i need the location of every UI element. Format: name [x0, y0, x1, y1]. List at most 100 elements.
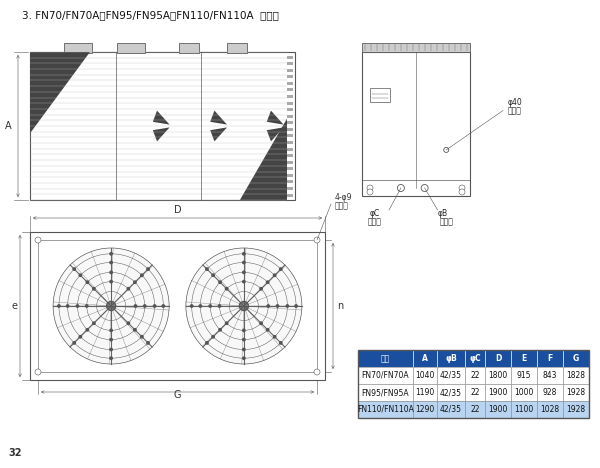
Bar	[287, 115, 293, 117]
Text: 915: 915	[517, 371, 531, 380]
Text: 电线孔: 电线孔	[508, 107, 522, 116]
Bar	[376, 44, 378, 51]
Bar	[418, 44, 420, 51]
Text: 吸气管: 吸气管	[439, 217, 453, 226]
Circle shape	[242, 338, 245, 341]
Bar	[413, 384, 437, 401]
Circle shape	[199, 305, 202, 307]
Bar	[287, 147, 293, 151]
Circle shape	[266, 281, 269, 284]
Circle shape	[421, 184, 428, 191]
Bar	[287, 141, 293, 144]
Text: 1190: 1190	[415, 388, 434, 397]
Text: 包装孔: 包装孔	[335, 201, 349, 210]
Bar	[287, 193, 293, 197]
Text: 1800: 1800	[488, 371, 508, 380]
Circle shape	[186, 248, 302, 364]
Circle shape	[106, 301, 116, 311]
Circle shape	[86, 281, 89, 284]
Circle shape	[110, 357, 112, 359]
FancyBboxPatch shape	[227, 43, 247, 53]
Circle shape	[92, 287, 95, 290]
Polygon shape	[240, 118, 287, 200]
Bar	[485, 350, 511, 367]
Circle shape	[73, 342, 76, 344]
Text: 843: 843	[543, 371, 557, 380]
Bar	[437, 384, 465, 401]
Polygon shape	[267, 110, 284, 124]
Circle shape	[190, 305, 193, 307]
Polygon shape	[30, 52, 90, 133]
Circle shape	[86, 305, 88, 307]
Circle shape	[143, 305, 146, 307]
Bar	[454, 44, 456, 51]
Circle shape	[459, 189, 465, 195]
Circle shape	[367, 185, 373, 191]
Text: 4-φ9: 4-φ9	[335, 193, 353, 202]
Bar	[406, 44, 408, 51]
Circle shape	[314, 369, 320, 375]
Circle shape	[127, 287, 130, 290]
Circle shape	[110, 348, 112, 351]
Circle shape	[219, 329, 221, 331]
Bar	[437, 350, 465, 367]
Circle shape	[242, 271, 245, 274]
Circle shape	[444, 147, 449, 153]
Bar	[38, 240, 317, 372]
Bar	[465, 350, 485, 367]
Bar	[537, 350, 563, 367]
Text: φC: φC	[370, 209, 380, 218]
Circle shape	[67, 305, 69, 307]
Bar	[287, 69, 293, 72]
Circle shape	[206, 268, 208, 271]
Circle shape	[110, 271, 112, 274]
Bar	[511, 401, 537, 418]
Circle shape	[212, 336, 214, 338]
Text: 1028: 1028	[541, 405, 560, 414]
Text: 出液管: 出液管	[368, 217, 382, 226]
Text: 1900: 1900	[488, 388, 508, 397]
Text: 1928: 1928	[566, 405, 586, 414]
Text: φB: φB	[438, 209, 448, 218]
Bar	[424, 44, 426, 51]
Circle shape	[92, 322, 95, 324]
Circle shape	[239, 301, 248, 311]
Text: 1000: 1000	[514, 388, 533, 397]
Circle shape	[274, 274, 276, 277]
Bar	[30, 52, 295, 200]
Bar	[362, 43, 470, 52]
Text: FN70/FN70A: FN70/FN70A	[362, 371, 409, 380]
Bar	[287, 108, 293, 111]
Text: 22: 22	[470, 371, 480, 380]
Circle shape	[242, 357, 245, 359]
Bar	[413, 350, 437, 367]
Circle shape	[260, 287, 262, 290]
Bar	[362, 52, 470, 196]
Circle shape	[242, 329, 245, 331]
Bar	[287, 56, 293, 58]
Text: 928: 928	[543, 388, 557, 397]
Circle shape	[127, 322, 130, 324]
Circle shape	[226, 287, 228, 290]
Bar	[370, 88, 390, 102]
FancyBboxPatch shape	[64, 43, 92, 53]
Bar	[511, 367, 537, 384]
Bar	[448, 44, 450, 51]
Bar	[287, 102, 293, 104]
Bar	[437, 401, 465, 418]
Circle shape	[79, 336, 82, 338]
Bar	[364, 44, 366, 51]
Bar	[287, 187, 293, 190]
Bar	[485, 367, 511, 384]
Circle shape	[134, 281, 136, 284]
Circle shape	[73, 268, 76, 271]
Bar	[563, 384, 589, 401]
Circle shape	[280, 268, 282, 271]
Text: 1900: 1900	[488, 405, 508, 414]
Bar	[465, 401, 485, 418]
Bar	[485, 384, 511, 401]
Circle shape	[266, 329, 269, 331]
Text: n: n	[337, 301, 343, 311]
Circle shape	[35, 369, 41, 375]
Bar	[287, 95, 293, 98]
